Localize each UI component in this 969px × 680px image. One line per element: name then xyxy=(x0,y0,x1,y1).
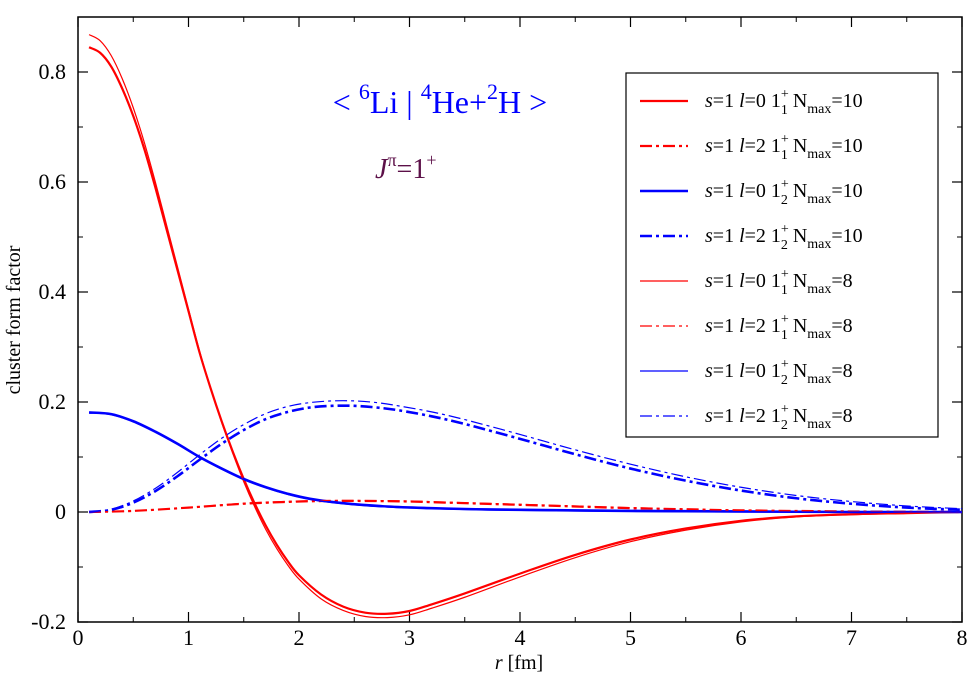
series-line-1 xyxy=(88,46,963,615)
y-tick-label: 0.6 xyxy=(39,169,67,194)
legend-label: s=1 l=2 1+ 1 Nmax=8 xyxy=(705,312,853,343)
legend-label: s=1 l=0 1+ 1 Nmax=8 xyxy=(705,267,853,298)
series-line-6 xyxy=(89,499,963,513)
axis-ticks: 0 1 2 3 4 5 6 7 8 -0.2 0 0.2 0.4 0.6 0.8 xyxy=(31,16,968,650)
x-tick-label: 3 xyxy=(404,625,415,650)
x-tick-label: 5 xyxy=(625,625,636,650)
x-tick-label: 6 xyxy=(736,625,747,650)
y-tick-label: 0.2 xyxy=(39,389,67,414)
legend-label: s=1 l=0 1+ 2 Nmax=10 xyxy=(705,177,863,208)
legend-label: s=1 l=2 1+ 1 Nmax=10 xyxy=(705,132,863,163)
legend-entries: s=1 l=0 1+ 1 Nmax=10 s=1 l=2 1+ 1 Nmax=10 s=… xyxy=(640,87,863,433)
legend-box xyxy=(625,72,939,438)
x-tick-label: 0 xyxy=(73,625,84,650)
legend-label: s=1 l=2 1+ 2 Nmax=10 xyxy=(705,222,863,253)
legend-label: s=1 l=0 1+ 1 Nmax=10 xyxy=(705,87,863,118)
y-tick-label: -0.2 xyxy=(31,609,66,634)
y-tick-label: 0.8 xyxy=(39,59,67,84)
series-line-4 xyxy=(88,404,963,514)
x-tick-label: 4 xyxy=(515,625,526,650)
x-tick-label: 2 xyxy=(294,625,305,650)
y-axis-title: cluster form factor xyxy=(3,245,25,394)
x-tick-label: 7 xyxy=(846,625,857,650)
y-tick-label: 0.4 xyxy=(39,279,67,304)
x-tick-label: 1 xyxy=(183,625,194,650)
legend-label: s=1 l=0 1+ 2 Nmax=8 xyxy=(705,357,853,388)
annotation-jpi: Jπ=1+ xyxy=(375,150,436,185)
series-line-7 xyxy=(89,412,962,513)
x-tick-label: 8 xyxy=(957,625,968,650)
annotation-bra-ket: < 6Li | 4He+2H > xyxy=(333,79,547,120)
series-line-5 xyxy=(88,34,963,619)
legend-label: s=1 l=2 1+ 2 Nmax=8 xyxy=(705,402,853,433)
series-line-8 xyxy=(88,400,963,513)
x-axis-title: r [fm] xyxy=(495,652,543,674)
series-lines xyxy=(88,34,963,619)
legend: s=1 l=0 1+ 1 Nmax=10 s=1 l=2 1+ 1 Nmax=10 s=… xyxy=(625,72,939,438)
y-tick-label: 0 xyxy=(55,499,66,524)
